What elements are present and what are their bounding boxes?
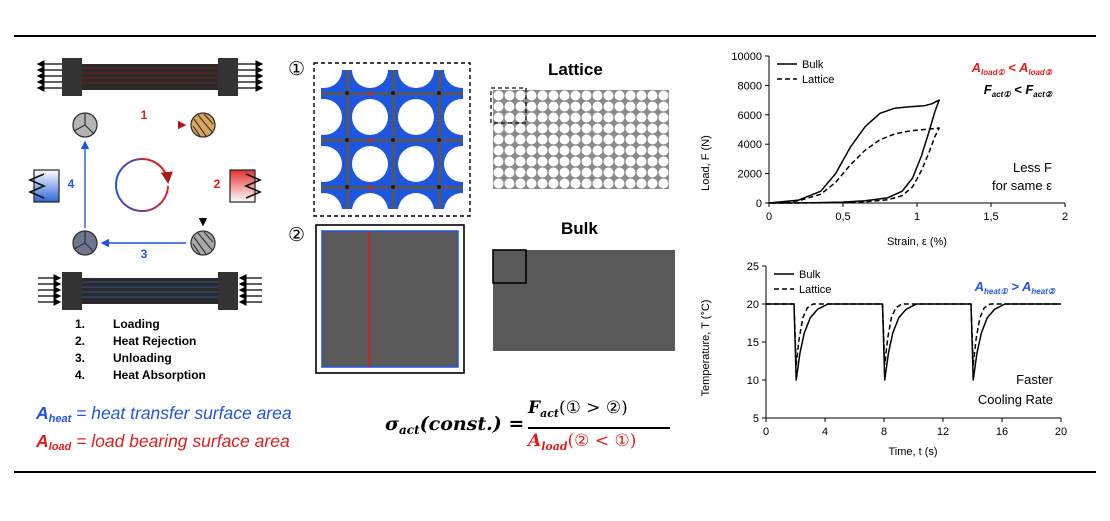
grain-state-2 <box>190 112 216 138</box>
grain-state-4 <box>72 230 98 256</box>
chart2-x-tick-label: 0 <box>763 426 769 438</box>
bottom-rule <box>14 471 1096 473</box>
chart2-y-tick-label: 10 <box>747 375 759 387</box>
marker-lattice: ① <box>288 59 306 80</box>
chart1-y-tick-label: 6000 <box>738 110 762 122</box>
chart1-legend-label: Lattice <box>802 74 834 86</box>
chart1-annotation-force: Fact① < Fact② <box>984 82 1053 99</box>
bulk-unit-cell <box>315 224 465 374</box>
step-1: 1. Loading <box>75 317 160 331</box>
chart2-y-tick-label: 5 <box>753 413 759 425</box>
definition-a-heat: Aheat = heat transfer surface area <box>36 403 292 425</box>
arrow-label-2: 2 <box>214 177 221 191</box>
chart1-x-tick-label: 1,5 <box>983 211 998 223</box>
arrow-label-1: 1 <box>141 108 148 122</box>
chart2-legend-label: Lattice <box>799 284 831 296</box>
chart2-x-tick-label: 8 <box>881 426 887 438</box>
top-rule <box>14 35 1096 37</box>
step-2: 2. Heat Rejection <box>75 334 197 348</box>
chart2-y-tick-label: 15 <box>747 337 759 349</box>
chart1-x-tick-label: 1 <box>914 211 920 223</box>
chart1-y-tick-label: 10000 <box>731 51 762 63</box>
definitions: Aheat = heat transfer surface area Aload… <box>36 402 292 458</box>
step-4: 4. Heat Absorption <box>75 368 206 382</box>
chart1-x-tick-label: 2 <box>1062 211 1068 223</box>
cycle-diagram: 1 2 3 4 <box>27 58 264 310</box>
chart2-x-axis-label: Time, t (s) <box>888 446 937 458</box>
grain-state-3 <box>190 230 216 256</box>
chart1-series-lattice <box>768 127 940 204</box>
formula-fraction-bar <box>528 427 670 429</box>
chart2-annotation-heat: Aheat① > Aheat② <box>974 279 1056 296</box>
specimen-unloaded <box>38 272 262 310</box>
formula-denominator: Aload(② < ①) <box>528 431 637 453</box>
chart2-annotation-bottom-2: Cooling Rate <box>978 392 1053 407</box>
chart2-x-tick-label: 4 <box>822 426 828 438</box>
chart1-annotation-load: Aload① < Aload② <box>971 60 1053 77</box>
marker-bulk: ② <box>288 225 306 246</box>
chart2-y-axis-label: Temperature, T (°C) <box>700 300 712 397</box>
chart1-x-tick-label: 0,5 <box>835 211 850 223</box>
arrow-label-4: 4 <box>68 177 75 191</box>
chart2-x-tick-label: 16 <box>996 426 1008 438</box>
formula-lhs: σact(const.) = <box>385 413 525 437</box>
chart1-annotation-bottom-1: Less F <box>1013 160 1052 175</box>
specimen-loaded <box>36 58 264 96</box>
cycle-arrow-icon <box>115 157 173 212</box>
chart1-y-tick-label: 2000 <box>738 169 762 181</box>
chart1-y-axis-label: Load, F (N) <box>700 135 712 191</box>
chart2-series-lattice <box>766 303 1061 366</box>
chart1-y-tick-label: 0 <box>756 198 762 210</box>
step-3: 3. Unloading <box>75 351 172 365</box>
bulk-structure <box>492 249 675 351</box>
bulk-title: Bulk <box>561 219 598 238</box>
heat-absorption-icon <box>27 169 60 203</box>
chart2-series-bulk <box>766 303 1061 381</box>
grain-state-1 <box>72 112 98 138</box>
lattice-title: Lattice <box>548 60 603 79</box>
chart1-annotation-bottom-2: for same ε <box>992 178 1052 193</box>
temperature-time-chart: Temperature, T (°C) Time, t (s) 0 4 8 12 16 2… <box>700 261 1067 458</box>
arrow-label-3: 3 <box>141 247 148 261</box>
definition-a-load: Aload = load bearing surface area <box>36 431 290 453</box>
lattice-unit-cell <box>313 62 471 217</box>
chart2-x-tick-label: 12 <box>937 426 949 438</box>
chart1-series-bulk <box>768 99 940 204</box>
chart2-y-tick-label: 25 <box>747 261 759 273</box>
cycle-steps-list: 1. Loading 2. Heat Rejection 3. Unloading 4… <box>75 316 206 384</box>
chart2-x-tick-label: 20 <box>1055 426 1067 438</box>
chart1-y-tick-label: 4000 <box>738 139 762 151</box>
lattice-structure <box>490 87 669 189</box>
formula-numerator: Fact(① > ②) <box>528 398 628 420</box>
chart2-y-tick-label: 20 <box>747 299 759 311</box>
chart1-y-tick-label: 8000 <box>738 80 762 92</box>
load-strain-chart: Load, F (N) Strain, ε (%) 0 0,5 1 1,5 2 0 2000… <box>700 51 1068 248</box>
heat-rejection-icon <box>229 169 263 203</box>
chart1-x-axis-label: Strain, ε (%) <box>887 236 947 248</box>
chart1-x-tick-label: 0 <box>766 211 772 223</box>
chart2-annotation-bottom-1: Faster <box>1016 372 1054 387</box>
chart1-legend-label: Bulk <box>802 59 824 71</box>
chart2-legend-label: Bulk <box>799 269 821 281</box>
